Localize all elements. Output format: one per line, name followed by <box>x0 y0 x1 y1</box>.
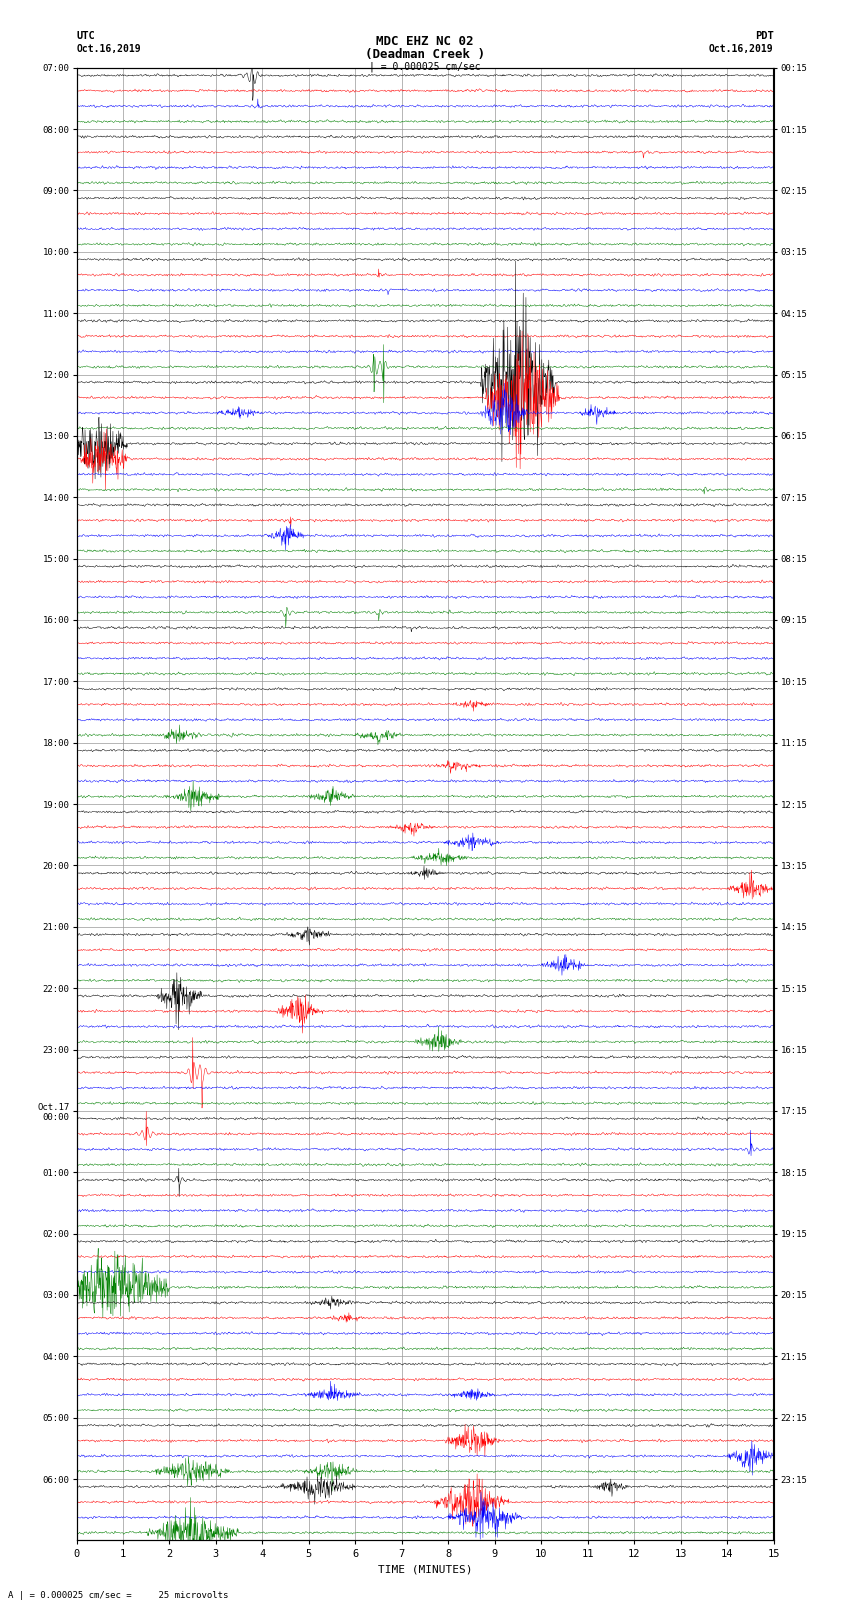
Text: MDC EHZ NC 02: MDC EHZ NC 02 <box>377 35 473 48</box>
Text: Oct.16,2019: Oct.16,2019 <box>76 44 141 53</box>
Text: Oct.16,2019: Oct.16,2019 <box>709 44 774 53</box>
Text: A | = 0.000025 cm/sec =     25 microvolts: A | = 0.000025 cm/sec = 25 microvolts <box>8 1590 229 1600</box>
Text: | = 0.000025 cm/sec: | = 0.000025 cm/sec <box>369 61 481 73</box>
Text: UTC: UTC <box>76 31 95 40</box>
Text: (Deadman Creek ): (Deadman Creek ) <box>365 48 485 61</box>
Text: PDT: PDT <box>755 31 774 40</box>
X-axis label: TIME (MINUTES): TIME (MINUTES) <box>377 1565 473 1574</box>
